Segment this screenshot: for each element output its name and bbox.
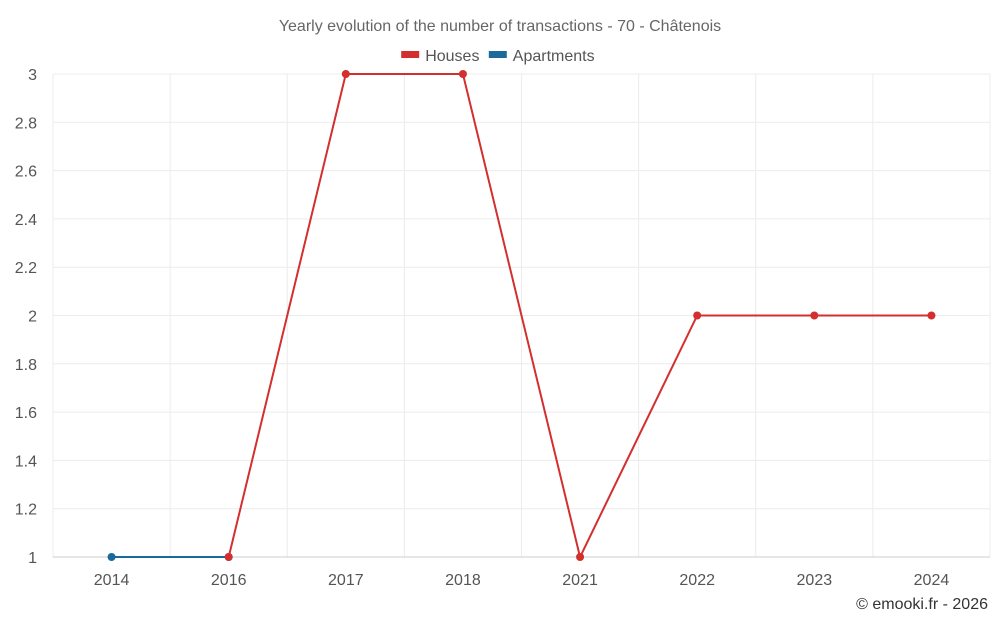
x-tick-label: 2018 — [445, 572, 481, 589]
data-point-houses-2021[interactable] — [576, 553, 585, 561]
data-point-apartments-2014[interactable] — [107, 553, 116, 561]
data-point-houses-2023[interactable] — [810, 311, 819, 320]
x-tick-label: 2023 — [797, 572, 833, 589]
x-tick-label: 2021 — [562, 572, 598, 589]
x-axis-ticks: 2014 2016 2017 2018 2021 2022 2023 2024 — [94, 572, 950, 589]
y-axis-ticks: 1 1.2 1.4 1.6 1.8 2 2.2 2.4 2.6 2.8 3 — [15, 67, 37, 567]
series-group — [107, 70, 936, 561]
x-tick-label: 2016 — [211, 572, 247, 589]
y-tick-label: 2.6 — [15, 164, 37, 181]
y-tick-label: 2 — [28, 309, 37, 326]
legend-swatch-apartments — [488, 51, 507, 58]
credit-text: © emooki.fr - 2026 — [856, 596, 988, 613]
y-tick-label: 1.2 — [15, 502, 37, 519]
x-tick-label: 2017 — [328, 572, 364, 589]
legend-label-apartments[interactable]: Apartments — [513, 48, 595, 65]
chart-title: Yearly evolution of the number of transa… — [279, 18, 721, 35]
x-tick-label: 2024 — [914, 572, 950, 589]
y-tick-label: 1.4 — [15, 453, 37, 470]
y-tick-label: 2.8 — [15, 115, 37, 132]
y-tick-label: 2.4 — [15, 212, 37, 229]
data-point-houses-2022[interactable] — [693, 311, 702, 320]
x-tick-label: 2014 — [94, 572, 130, 589]
x-tick-label: 2022 — [679, 572, 715, 589]
y-tick-label: 1.8 — [15, 357, 37, 374]
y-tick-label: 2.2 — [15, 260, 37, 277]
y-tick-label: 3 — [28, 67, 37, 84]
data-point-houses-2024[interactable] — [927, 311, 936, 320]
data-point-houses-2017[interactable] — [341, 70, 350, 78]
y-tick-label: 1.6 — [15, 405, 37, 422]
y-tick-label: 1 — [28, 550, 37, 567]
legend-swatch-houses — [401, 51, 420, 58]
legend-label-houses[interactable]: Houses — [425, 48, 479, 65]
data-point-houses-2016[interactable] — [224, 553, 233, 561]
data-point-houses-2018[interactable] — [458, 70, 467, 78]
legend: Houses Apartments — [401, 48, 595, 65]
